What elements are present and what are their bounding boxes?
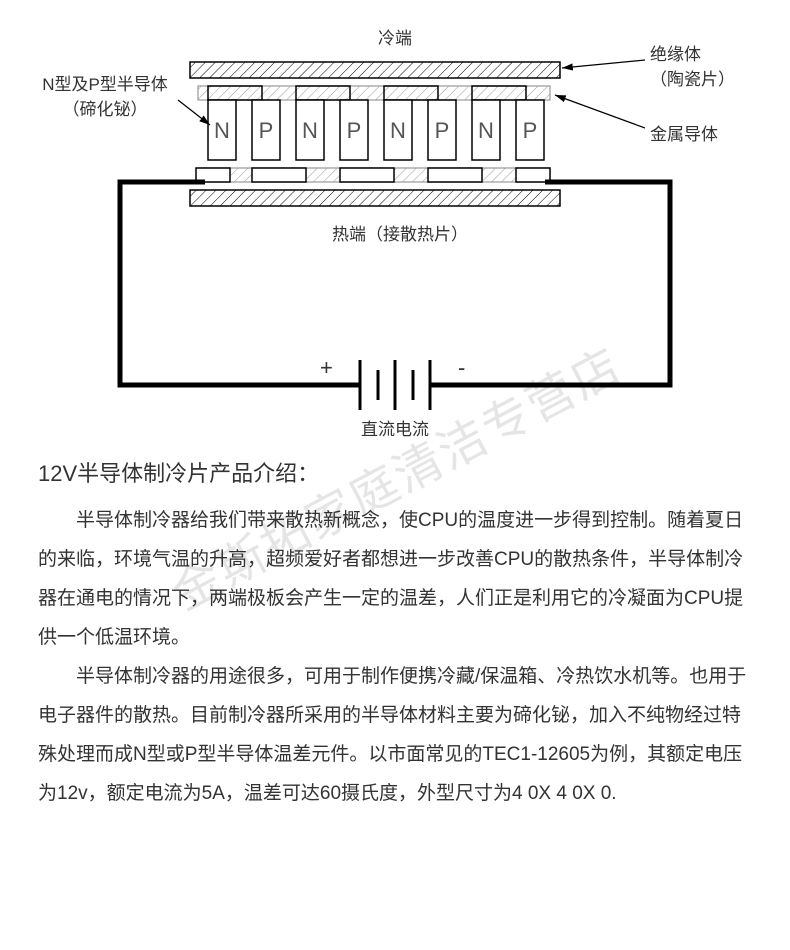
- battery-symbol: [350, 360, 440, 410]
- paragraph-1: 半导体制冷器给我们带来散热新概念，使CPU的温度进一步得到控制。随着夏日的来临，…: [38, 502, 752, 658]
- peltier-diagram: 冷端 N型及P型半导体 （碲化铋） 绝缘体 （陶瓷片） 金属导体 热端（接散热片…: [0, 0, 790, 450]
- circuit-wires: [120, 182, 670, 385]
- np-letter: N: [214, 118, 230, 143]
- paragraph-2: 半导体制冷器的用途很多，可用于制作便携冷藏/保温箱、冷热饮水机等。也用于电子器件…: [38, 658, 752, 814]
- np-letter: P: [347, 118, 362, 143]
- np-letter: P: [523, 118, 538, 143]
- top-conductor-band: [198, 86, 550, 100]
- np-letter: N: [302, 118, 318, 143]
- np-letter: P: [435, 118, 450, 143]
- pointer-semiconductor: [178, 100, 210, 125]
- np-letter: N: [478, 118, 494, 143]
- section-title: 12V半导体制冷片产品介绍：: [38, 456, 752, 488]
- bottom-ceramic-plate: [190, 190, 560, 206]
- np-pillars: NPNPNPNP: [208, 100, 544, 160]
- np-letter: N: [390, 118, 406, 143]
- peltier-svg: NPNPNPNP: [0, 0, 790, 450]
- top-ceramic-plate: [190, 62, 560, 78]
- text-content: 12V半导体制冷片产品介绍： 半导体制冷器给我们带来散热新概念，使CPU的温度进…: [0, 456, 790, 814]
- pointer-insulator: [562, 60, 645, 68]
- pointer-conductor: [555, 95, 645, 128]
- np-letter: P: [259, 118, 274, 143]
